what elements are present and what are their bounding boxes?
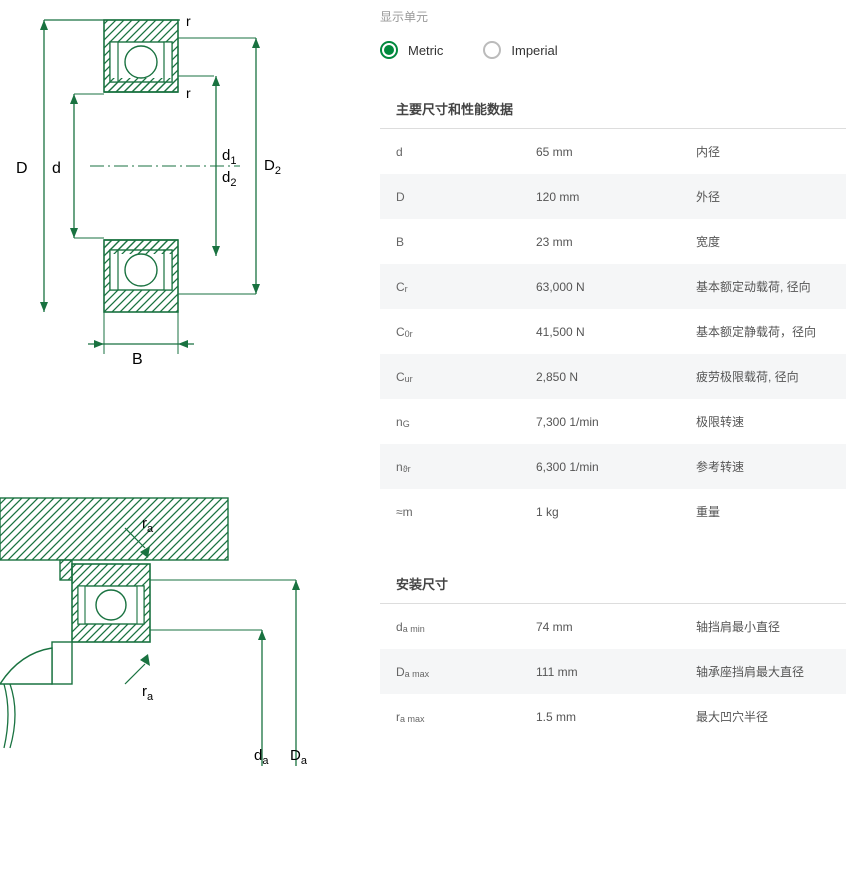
- value-cell: 74 mm: [536, 620, 696, 634]
- table-row: ≈m1 kg重量: [380, 489, 846, 534]
- bearing-cross-section-diagram: D d r: [0, 8, 310, 368]
- svg-text:D2: D2: [264, 157, 281, 177]
- description-cell: 外径: [696, 188, 830, 205]
- table-row: da min74 mm轴挡肩最小直径: [380, 604, 846, 649]
- value-cell: 1.5 mm: [536, 710, 696, 724]
- unit-label: 显示单元: [380, 8, 846, 25]
- description-cell: 参考转速: [696, 458, 830, 475]
- description-cell: 轴承座挡肩最大直径: [696, 663, 830, 680]
- section-title: 主要尺寸和性能数据: [380, 99, 846, 118]
- description-cell: 轴挡肩最小直径: [696, 618, 830, 635]
- symbol-cell: d: [396, 145, 536, 159]
- value-cell: 65 mm: [536, 145, 696, 159]
- table-row: B23 mm宽度: [380, 219, 846, 264]
- label-d1: d: [222, 147, 230, 164]
- label-Da: D: [290, 747, 301, 764]
- table-row: nG7,300 1/min极限转速: [380, 399, 846, 444]
- symbol-cell: Da max: [396, 665, 536, 679]
- symbol-cell: da min: [396, 620, 536, 634]
- value-cell: 23 mm: [536, 235, 696, 249]
- svg-text:d2: d2: [222, 169, 236, 189]
- description-cell: 疲劳极限载荷, 径向: [696, 368, 830, 385]
- description-cell: 极限转速: [696, 413, 830, 430]
- description-cell: 宽度: [696, 233, 830, 250]
- radio-metric-label: Metric: [408, 43, 443, 58]
- value-cell: 1 kg: [536, 505, 696, 519]
- table-row: nϑr6,300 1/min参考转速: [380, 444, 846, 489]
- symbol-cell: ra max: [396, 710, 536, 724]
- value-cell: 41,500 N: [536, 325, 696, 339]
- label-d2: d: [222, 169, 230, 186]
- description-cell: 最大凹穴半径: [696, 708, 830, 725]
- symbol-cell: Cur: [396, 370, 536, 384]
- description-cell: 基本额定静载荷，径向: [696, 323, 830, 340]
- data-table: d65 mm内径D120 mm外径B23 mm宽度Cr63,000 N基本额定动…: [380, 128, 846, 534]
- radio-unchecked-icon: [483, 41, 501, 59]
- label-D2: D: [264, 157, 275, 174]
- radio-checked-icon: [380, 41, 398, 59]
- symbol-cell: Cr: [396, 280, 536, 294]
- table-row: Da max111 mm轴承座挡肩最大直径: [380, 649, 846, 694]
- symbol-cell: D: [396, 190, 536, 204]
- radio-metric[interactable]: Metric: [380, 41, 443, 59]
- value-cell: 63,000 N: [536, 280, 696, 294]
- radio-imperial-label: Imperial: [511, 43, 557, 58]
- value-cell: 120 mm: [536, 190, 696, 204]
- label-B: B: [132, 351, 143, 368]
- label-d: d: [52, 160, 61, 177]
- radio-imperial[interactable]: Imperial: [483, 41, 557, 59]
- table-row: Cr63,000 N基本额定动载荷, 径向: [380, 264, 846, 309]
- table-row: Cur2,850 N疲劳极限载荷, 径向: [380, 354, 846, 399]
- description-cell: 基本额定动载荷, 径向: [696, 278, 830, 295]
- svg-text:da: da: [254, 747, 269, 767]
- mounting-dimension-diagram: ra ra da Da: [0, 488, 310, 788]
- symbol-cell: nϑr: [396, 460, 536, 474]
- symbol-cell: nG: [396, 415, 536, 429]
- table-row: d65 mm内径: [380, 129, 846, 174]
- label-r-top: r: [186, 13, 191, 29]
- description-cell: 重量: [696, 503, 830, 520]
- symbol-cell: B: [396, 235, 536, 249]
- svg-text:d1: d1: [222, 147, 236, 167]
- symbol-cell: C0r: [396, 325, 536, 339]
- value-cell: 7,300 1/min: [536, 415, 696, 429]
- symbol-cell: ≈m: [396, 505, 536, 519]
- svg-text:ra: ra: [142, 683, 154, 703]
- value-cell: 111 mm: [536, 665, 696, 679]
- label-r-mid: r: [186, 85, 191, 101]
- table-row: D120 mm外径: [380, 174, 846, 219]
- table-row: C0r41,500 N基本额定静载荷，径向: [380, 309, 846, 354]
- value-cell: 6,300 1/min: [536, 460, 696, 474]
- label-D: D: [16, 160, 28, 177]
- value-cell: 2,850 N: [536, 370, 696, 384]
- data-table: da min74 mm轴挡肩最小直径Da max111 mm轴承座挡肩最大直径r…: [380, 603, 846, 739]
- table-row: ra max1.5 mm最大凹穴半径: [380, 694, 846, 739]
- unit-radio-group: Metric Imperial: [380, 41, 846, 59]
- section-title: 安装尺寸: [380, 574, 846, 593]
- description-cell: 内径: [696, 143, 830, 160]
- label-da: d: [254, 747, 262, 764]
- svg-text:Da: Da: [290, 747, 308, 767]
